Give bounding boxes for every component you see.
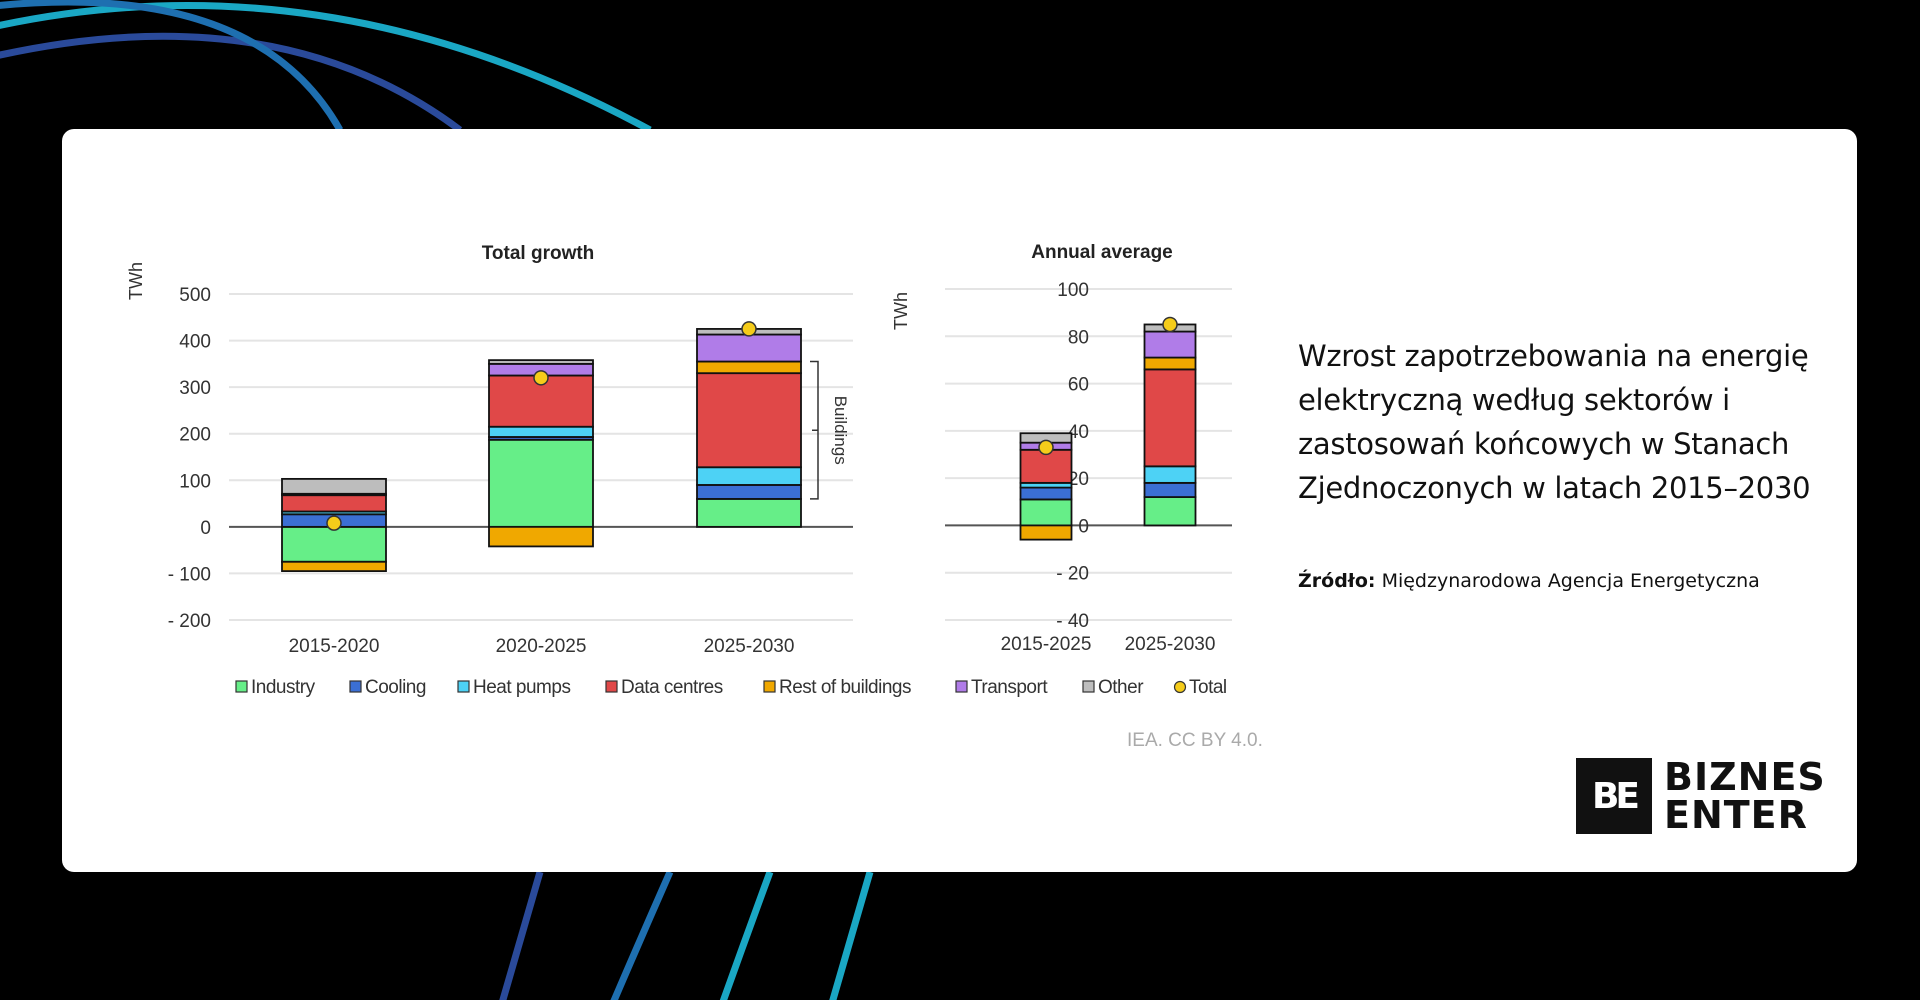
y-tick-label: 200 <box>179 425 211 446</box>
bar-segment-industry <box>1019 498 1073 527</box>
legend-swatch-transport <box>955 680 968 693</box>
bar-segment-other <box>488 359 594 365</box>
decorative-arc <box>719 870 774 1000</box>
total-marker <box>1038 439 1054 456</box>
buildings-bracket <box>810 360 819 500</box>
y-tick-label: 100 <box>179 471 211 492</box>
decorative-arc <box>0 0 344 132</box>
chart-title: Annual average <box>1031 242 1173 263</box>
bar-segment-transport <box>696 333 802 363</box>
y-tick-label: 400 <box>179 332 211 353</box>
bar-segment-other <box>281 477 387 495</box>
legend-label: Transport <box>971 677 1048 698</box>
legend-swatch-other <box>1082 680 1095 693</box>
bar-segment-cooling <box>1143 481 1197 498</box>
legend-label: Industry <box>251 677 316 698</box>
bar-segment-data-centres <box>281 494 387 513</box>
bar-segment-industry <box>696 498 802 528</box>
y-tick-label: - 20 <box>1056 564 1089 585</box>
y-axis-label: TWh <box>891 292 911 330</box>
y-axis-label: TWh <box>126 262 146 300</box>
bar-segment-data-centres <box>1143 368 1197 468</box>
legend-label: Other <box>1098 677 1144 698</box>
logo-line1: BIZNES <box>1664 755 1826 799</box>
bar-segment-rest-of-buildings <box>488 525 594 548</box>
bar-segment-heat-pumps <box>696 466 802 486</box>
iea-credit: IEA. CC BY 4.0. <box>1127 730 1263 751</box>
logo-text: BIZNES ENTER <box>1664 758 1826 834</box>
decorative-arc <box>829 871 874 1000</box>
y-tick-label: 40 <box>1068 422 1089 443</box>
decorative-arc <box>0 2 652 134</box>
total-marker <box>326 515 342 531</box>
bar-segment-industry <box>1143 496 1197 527</box>
legend-label: Total <box>1189 677 1227 698</box>
x-tick-label: 2025-2030 <box>1125 634 1216 655</box>
y-tick-label: 100 <box>1057 280 1089 301</box>
x-tick-label: 2015-2020 <box>289 636 380 657</box>
bar-segment-heat-pumps <box>488 425 594 438</box>
bar-segment-cooling <box>1019 486 1073 501</box>
y-tick-label: 20 <box>1068 469 1089 490</box>
legend-swatch-rest-of-buildings <box>763 680 776 693</box>
legend-label: Data centres <box>621 677 723 698</box>
y-tick-label: 60 <box>1068 375 1089 396</box>
bar-segment-rest-of-buildings <box>696 360 802 375</box>
total-marker <box>741 321 757 337</box>
bar-segment-data-centres <box>696 372 802 469</box>
legend-swatch-total <box>1173 680 1187 694</box>
y-tick-label: 80 <box>1068 327 1089 348</box>
legend-swatch-data-centres <box>605 680 618 693</box>
bar-segment-heat-pumps <box>1143 465 1197 484</box>
legend-swatch-industry <box>235 680 248 693</box>
bar-segment-data-centres <box>1019 448 1073 484</box>
y-tick-label: - 200 <box>168 611 211 632</box>
y-tick-label: 300 <box>179 378 211 399</box>
x-tick-label: 2020-2025 <box>496 636 587 657</box>
buildings-annotation: Buildings <box>831 396 850 465</box>
chart-caption: Wzrost zapotrzebowania na energię elektr… <box>1298 339 1811 505</box>
legend-label: Cooling <box>365 677 426 698</box>
legend-swatch-cooling <box>349 680 362 693</box>
decorative-arc <box>610 870 674 1000</box>
biznes-enter-logo: BE BIZNES ENTER <box>1576 758 1826 834</box>
bar-segment-cooling <box>696 484 802 500</box>
source-value: Międzynarodowa Agencja Energetyczna <box>1381 570 1760 592</box>
source-label: Źródło: <box>1298 570 1376 592</box>
bar-segment-rest-of-buildings <box>281 560 387 572</box>
decorative-arc <box>0 32 463 133</box>
y-tick-label: 0 <box>1078 516 1089 537</box>
total-marker <box>1162 316 1178 333</box>
x-tick-label: 2025-2030 <box>704 636 795 657</box>
bar-segment-rest-of-buildings <box>1143 356 1197 371</box>
legend-swatch-heat-pumps <box>457 680 470 693</box>
source-line: Źródło: Międzynarodowa Agencja Energetyc… <box>1298 570 1760 592</box>
y-tick-label: - 40 <box>1056 611 1089 632</box>
y-tick-label: 500 <box>179 285 211 306</box>
x-tick-label: 2015-2025 <box>1001 634 1092 655</box>
y-tick-label: - 100 <box>168 564 211 585</box>
chart-title: Total growth <box>482 243 595 264</box>
bar-segment-transport <box>1143 330 1197 359</box>
bar-segment-industry <box>281 525 387 563</box>
logo-mark: BE <box>1576 758 1652 834</box>
total-marker <box>533 370 549 386</box>
logo-line2: ENTER <box>1664 793 1808 837</box>
bar-segment-rest-of-buildings <box>1019 524 1073 541</box>
legend-label: Rest of buildings <box>779 677 911 698</box>
decorative-arc <box>499 871 544 1000</box>
legend-label: Heat pumps <box>473 677 570 698</box>
bar-segment-industry <box>488 438 594 528</box>
y-tick-label: 0 <box>200 518 211 539</box>
